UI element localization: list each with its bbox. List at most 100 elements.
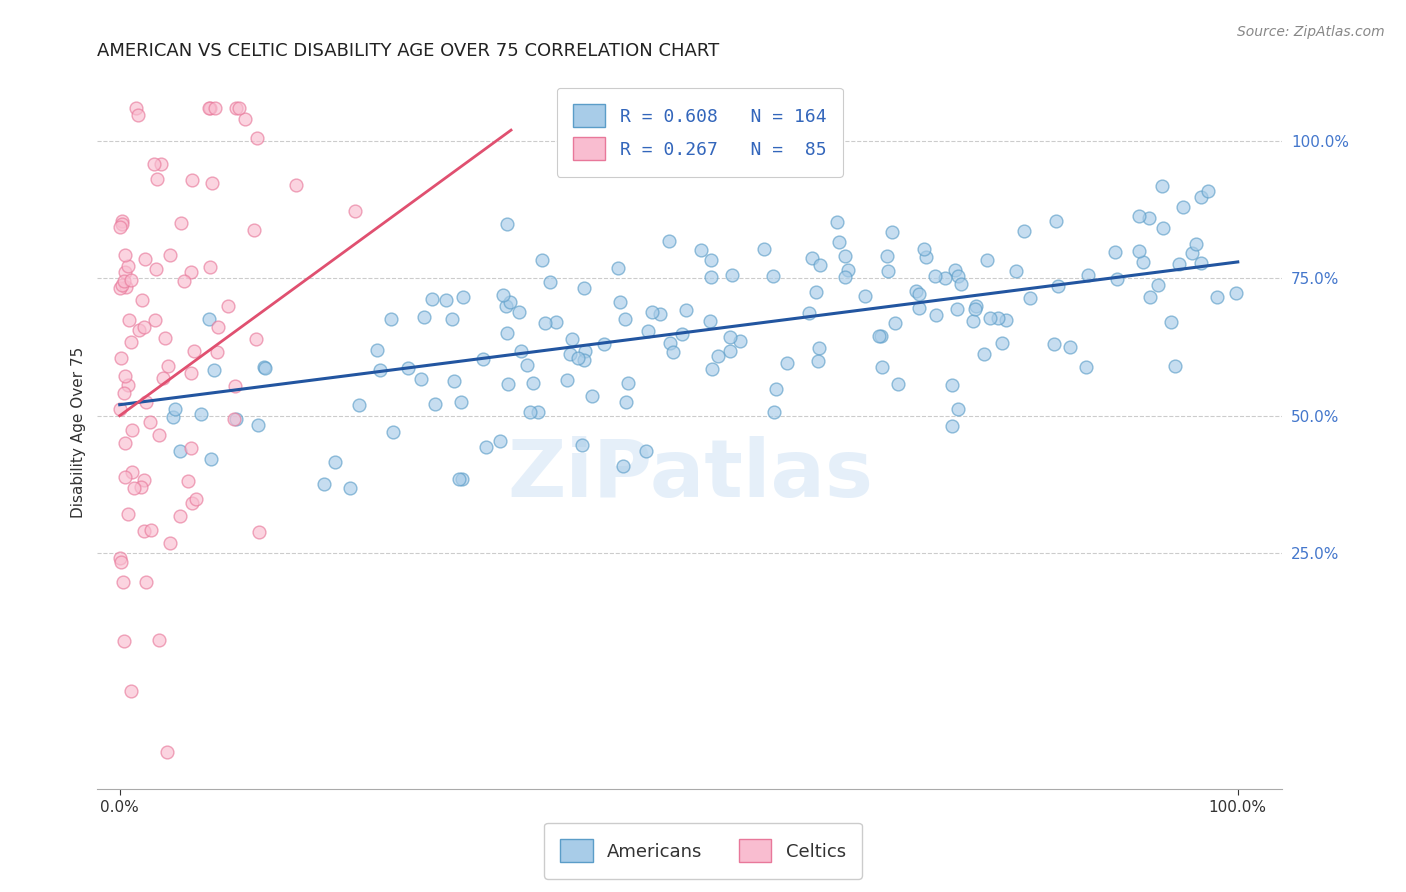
Point: [381, 425, 404, 439]
Point: [1139, 290, 1161, 304]
Point: [925, 308, 948, 322]
Point: [581, 389, 603, 403]
Point: [108, 551, 131, 566]
Text: Source: ZipAtlas.com: Source: ZipAtlas.com: [1237, 25, 1385, 39]
Point: [718, 330, 741, 344]
Point: [828, 235, 851, 250]
Point: [127, 108, 149, 122]
Point: [111, 278, 134, 293]
Point: [169, 216, 191, 230]
Point: [247, 524, 270, 539]
Point: [962, 313, 984, 327]
Point: [143, 157, 166, 171]
Point: [1189, 256, 1212, 270]
Text: AMERICAN VS CELTIC DISABILITY AGE OVER 75 CORRELATION CHART: AMERICAN VS CELTIC DISABILITY AGE OVER 7…: [97, 42, 720, 60]
Point: [641, 305, 664, 319]
Point: [148, 427, 170, 442]
Point: [720, 268, 742, 282]
Point: [1128, 210, 1150, 224]
Point: [804, 285, 827, 299]
Point: [225, 101, 247, 115]
Point: [1047, 279, 1070, 293]
Point: [561, 332, 583, 346]
Point: [976, 253, 998, 268]
Point: [1164, 359, 1187, 373]
Point: [609, 295, 631, 310]
Point: [1137, 211, 1160, 225]
Point: [1197, 184, 1219, 198]
Point: [202, 362, 225, 376]
Point: [246, 418, 269, 433]
Point: [323, 455, 346, 469]
Point: [762, 268, 785, 283]
Point: [366, 343, 388, 357]
Point: [801, 252, 824, 266]
Point: [112, 385, 135, 400]
Point: [1147, 278, 1170, 293]
Point: [112, 634, 135, 648]
Point: [574, 344, 596, 359]
Point: [180, 441, 202, 455]
Point: [135, 394, 157, 409]
Point: [519, 405, 541, 419]
Point: [1043, 337, 1066, 351]
Point: [1012, 223, 1035, 237]
Point: [876, 249, 898, 263]
Point: [183, 343, 205, 358]
Point: [877, 264, 900, 278]
Point: [198, 260, 221, 274]
Point: [908, 286, 931, 301]
Point: [450, 394, 472, 409]
Point: [634, 444, 657, 458]
Point: [145, 261, 167, 276]
Point: [155, 331, 177, 345]
Point: [510, 344, 533, 359]
Point: [973, 347, 995, 361]
Point: [994, 313, 1017, 327]
Point: [730, 334, 752, 348]
Point: [700, 361, 723, 376]
Point: [169, 509, 191, 524]
Point: [637, 324, 659, 338]
Point: [117, 377, 139, 392]
Point: [413, 310, 436, 325]
Point: [1206, 290, 1229, 304]
Point: [114, 248, 136, 262]
Point: [217, 300, 239, 314]
Point: [572, 352, 595, 367]
Point: [837, 263, 859, 277]
Point: [222, 412, 245, 426]
Point: [853, 289, 876, 303]
Point: [111, 213, 134, 227]
Point: [441, 311, 464, 326]
Point: [567, 351, 589, 366]
Point: [173, 274, 195, 288]
Point: [118, 313, 141, 327]
Point: [905, 285, 928, 299]
Point: [380, 311, 402, 326]
Point: [156, 746, 179, 760]
Point: [941, 419, 963, 434]
Point: [987, 311, 1010, 326]
Point: [201, 176, 224, 190]
Point: [699, 314, 721, 328]
Point: [574, 281, 596, 295]
Point: [165, 402, 187, 417]
Point: [115, 280, 138, 294]
Point: [139, 415, 162, 429]
Point: [1018, 291, 1040, 305]
Point: [148, 633, 170, 648]
Point: [534, 316, 557, 330]
Point: [1168, 257, 1191, 271]
Point: [396, 361, 419, 376]
Point: [114, 470, 136, 484]
Point: [1160, 315, 1182, 329]
Point: [110, 555, 132, 569]
Point: [1077, 268, 1099, 282]
Point: [943, 263, 966, 277]
Point: [108, 401, 131, 416]
Point: [451, 472, 474, 486]
Point: [228, 101, 250, 115]
Point: [253, 361, 276, 376]
Y-axis label: Disability Age Over 75: Disability Age Over 75: [72, 347, 86, 517]
